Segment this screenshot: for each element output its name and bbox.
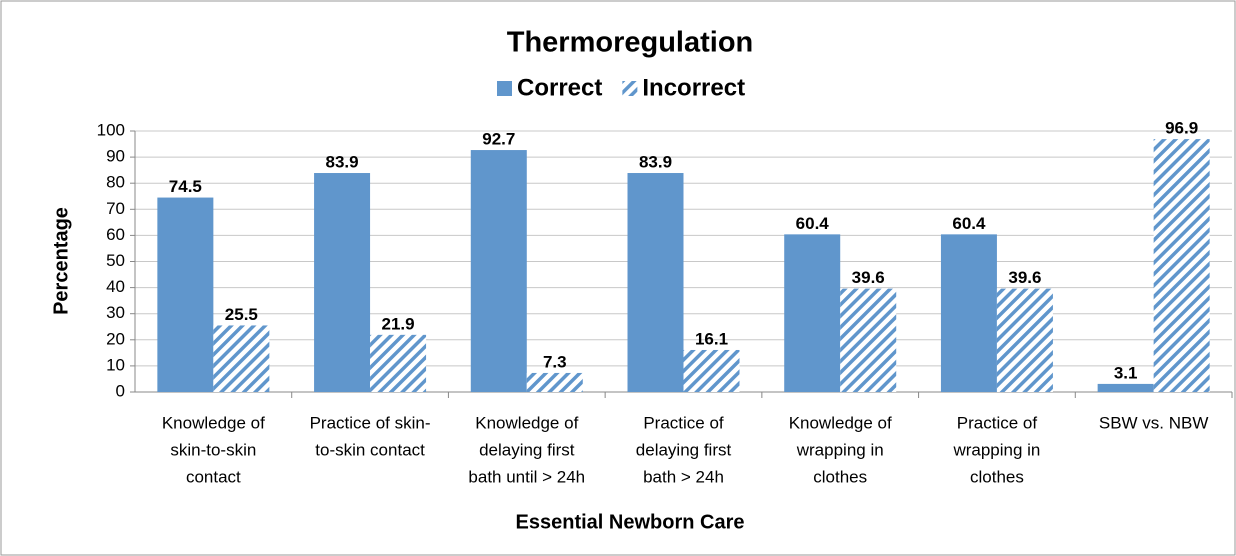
- y-tick-label: 50: [106, 251, 125, 270]
- x-tick-label: wrapping in: [796, 440, 884, 459]
- y-tick-label: 80: [106, 173, 125, 192]
- y-tick-label: 20: [106, 329, 125, 348]
- y-tick-label: 10: [106, 355, 125, 374]
- y-tick-label: 30: [106, 303, 125, 322]
- x-tick-label: contact: [186, 467, 241, 486]
- y-tick-label: 100: [97, 120, 125, 139]
- x-tick-label: clothes: [813, 467, 867, 486]
- y-tick-label: 0: [116, 381, 125, 400]
- legend-label: Correct: [517, 74, 602, 101]
- bar: [1097, 383, 1154, 392]
- value-label: 60.4: [796, 214, 830, 233]
- y-tick-label: 90: [106, 147, 125, 166]
- bar: [940, 234, 997, 392]
- x-tick-label: Practice of: [643, 413, 724, 432]
- bar: [470, 150, 527, 392]
- bar: [627, 173, 684, 392]
- bar: [314, 173, 371, 392]
- bar: [526, 372, 583, 392]
- x-tick-label: Practice of: [957, 413, 1038, 432]
- y-axis-title: Percentage: [50, 207, 72, 315]
- bar: [370, 334, 427, 392]
- y-tick-label: 40: [106, 277, 125, 296]
- x-tick-label: clothes: [970, 467, 1024, 486]
- value-label: 83.9: [326, 153, 359, 172]
- value-label: 3.1: [1114, 363, 1138, 382]
- y-tick-label: 70: [106, 199, 125, 218]
- x-tick-label: Knowledge of: [162, 413, 265, 432]
- x-tick-label: Knowledge of: [475, 413, 578, 432]
- x-axis-title: Essential Newborn Care: [516, 511, 745, 533]
- x-tick-label: Knowledge of: [789, 413, 892, 432]
- bar: [213, 325, 270, 392]
- x-tick-label: Practice of skin-: [310, 413, 431, 432]
- value-label: 39.6: [852, 268, 885, 287]
- value-label: 16.1: [695, 329, 728, 348]
- y-tick-label: 60: [106, 225, 125, 244]
- value-label: 96.9: [1165, 119, 1198, 138]
- value-label: 60.4: [952, 214, 986, 233]
- x-tick-label: SBW vs. NBW: [1099, 413, 1209, 432]
- bar: [840, 288, 897, 392]
- bar: [1153, 139, 1210, 392]
- x-tick-label: bath until > 24h: [468, 467, 585, 486]
- value-label: 7.3: [543, 352, 567, 371]
- legend-label: Incorrect: [642, 74, 745, 101]
- bar: [157, 197, 214, 392]
- value-label: 25.5: [225, 305, 258, 324]
- x-tick-label: wrapping in: [952, 440, 1040, 459]
- value-label: 74.5: [169, 177, 202, 196]
- value-label: 83.9: [639, 153, 672, 172]
- x-tick-label: bath > 24h: [643, 467, 724, 486]
- value-label: 92.7: [482, 130, 515, 149]
- x-tick-label: skin-to-skin: [170, 440, 256, 459]
- legend-swatch: [497, 81, 512, 96]
- x-tick-label: delaying first: [636, 440, 732, 459]
- value-label: 21.9: [382, 314, 415, 333]
- bar: [996, 288, 1053, 392]
- x-tick-label: delaying first: [479, 440, 575, 459]
- x-tick-label: to-skin contact: [315, 440, 425, 459]
- bar: [683, 349, 740, 392]
- legend-swatch: [622, 81, 638, 96]
- value-label: 39.6: [1008, 268, 1041, 287]
- bar: [784, 234, 841, 392]
- chart-title: Thermoregulation: [507, 27, 754, 59]
